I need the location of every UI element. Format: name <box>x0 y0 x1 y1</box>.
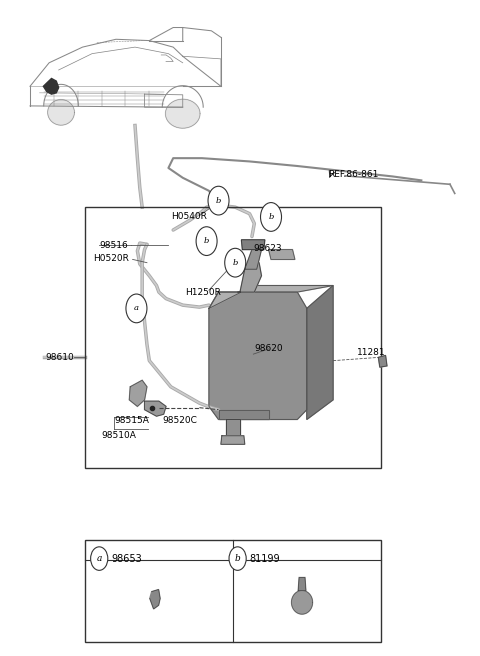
Text: b: b <box>232 258 238 267</box>
Text: 98515A: 98515A <box>115 417 149 425</box>
Circle shape <box>91 547 108 570</box>
Text: b: b <box>268 213 274 221</box>
Text: H0540R: H0540R <box>171 213 207 222</box>
Polygon shape <box>291 590 312 614</box>
Text: 98516: 98516 <box>99 241 128 249</box>
Polygon shape <box>166 99 200 128</box>
Bar <box>85 541 381 642</box>
Text: 11281: 11281 <box>357 348 385 358</box>
Polygon shape <box>144 401 166 416</box>
Text: 98520C: 98520C <box>163 417 198 425</box>
Polygon shape <box>43 79 59 94</box>
Polygon shape <box>150 590 160 609</box>
Text: REF.86-861: REF.86-861 <box>328 170 379 179</box>
Polygon shape <box>226 419 240 436</box>
Text: 98510A: 98510A <box>102 431 136 440</box>
Text: a: a <box>134 304 139 312</box>
Text: a: a <box>96 554 102 563</box>
Text: b: b <box>204 237 209 245</box>
Polygon shape <box>269 250 295 259</box>
Text: 81199: 81199 <box>250 554 280 564</box>
Text: 98620: 98620 <box>254 344 283 354</box>
Polygon shape <box>298 577 306 590</box>
Text: b: b <box>235 554 240 563</box>
Bar <box>85 207 381 468</box>
Circle shape <box>261 203 281 232</box>
Polygon shape <box>218 409 269 419</box>
Circle shape <box>225 249 246 277</box>
Circle shape <box>208 186 229 215</box>
Text: H0520R: H0520R <box>93 255 129 263</box>
Circle shape <box>196 227 217 255</box>
Polygon shape <box>129 380 147 406</box>
Polygon shape <box>378 356 387 367</box>
Text: 98653: 98653 <box>111 554 142 564</box>
Text: H1250R: H1250R <box>185 287 221 297</box>
Polygon shape <box>307 285 333 419</box>
Circle shape <box>126 294 147 323</box>
Text: b: b <box>216 197 221 205</box>
Text: 98623: 98623 <box>253 244 282 253</box>
Circle shape <box>229 547 246 570</box>
Polygon shape <box>241 240 265 250</box>
Polygon shape <box>221 436 245 444</box>
Polygon shape <box>48 100 74 125</box>
Polygon shape <box>238 262 262 292</box>
Polygon shape <box>209 285 333 308</box>
Polygon shape <box>245 250 262 269</box>
Polygon shape <box>209 292 307 419</box>
Text: 98610: 98610 <box>46 353 74 362</box>
